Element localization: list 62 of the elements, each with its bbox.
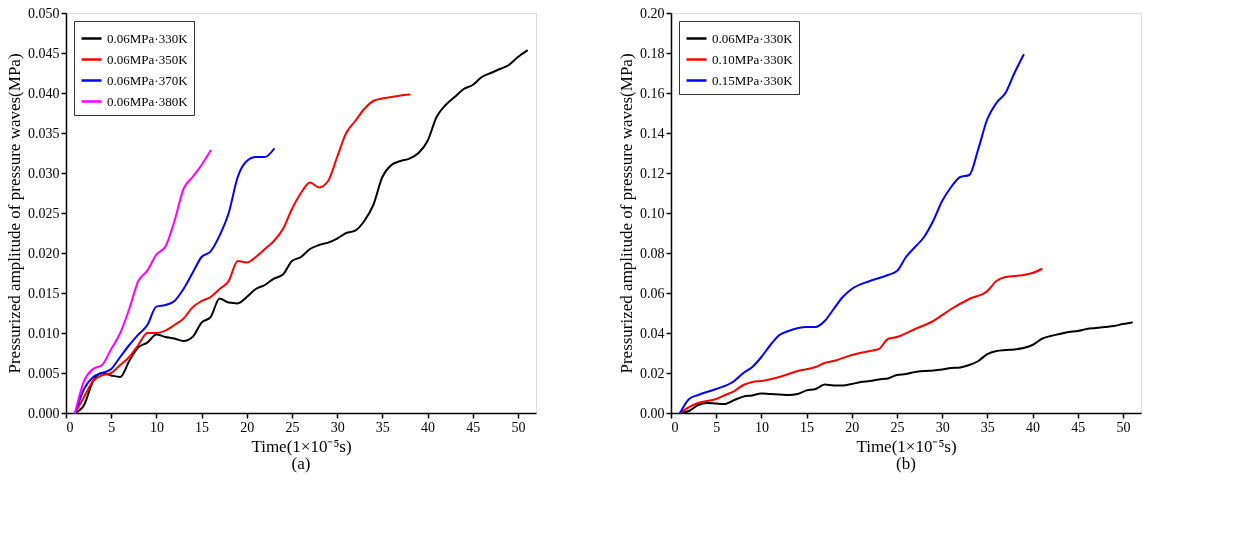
line-series [74, 93, 411, 414]
x-tick-label: 25 [285, 419, 300, 435]
legend-label: 0.10MPa·330K [712, 51, 794, 67]
x-tick-label: 10 [149, 419, 164, 435]
legend-label: 0.06MPa·330K [712, 30, 794, 46]
x-tick-label: 40 [421, 419, 436, 435]
y-tick-label: 0.035 [28, 125, 60, 141]
y-tick-label: 0.20 [640, 5, 665, 21]
legend-label: 0.06MPa·370K [107, 72, 189, 88]
x-tick-label: 20 [240, 419, 255, 435]
line-series [74, 148, 275, 414]
text: (b) [896, 454, 916, 473]
y-tick-label: 0.06 [640, 285, 665, 301]
y-tick-label: 0.005 [28, 365, 60, 381]
x-tick-label: 50 [1116, 419, 1131, 435]
x-axis-title: Time(1×10⁻⁵s) [856, 436, 957, 456]
x-tick-label: 50 [511, 419, 526, 435]
y-tick-label: 0.010 [28, 325, 60, 341]
x-tick-label: 5 [713, 419, 721, 435]
y-axis-title: Pressurized amplitude of pressure waves(MPa) [5, 53, 24, 374]
y-tick-label: 0.00 [640, 405, 665, 421]
y-tick-label: 0.040 [28, 85, 60, 101]
y-tick-label: 0.04 [640, 325, 665, 341]
x-tick-label: 20 [845, 419, 860, 435]
x-tick-label: 15 [800, 419, 815, 435]
x-tick-label: 30 [935, 419, 950, 435]
y-tick-label: 0.020 [28, 245, 60, 261]
x-tick-label: 5 [108, 419, 116, 435]
x-axis-title: Time(1×10⁻⁵s) [251, 436, 352, 456]
x-tick-label: 35 [980, 419, 995, 435]
x-tick-label: 45 [1071, 419, 1086, 435]
y-tick-label: 0.18 [640, 45, 665, 61]
legend-label: 0.06MPa·330K [107, 30, 189, 46]
y-tick-label: 0.000 [28, 405, 60, 421]
x-tick-label: 35 [375, 419, 390, 435]
legend-label: 0.15MPa·330K [712, 72, 794, 88]
x-tick-label: 15 [195, 419, 210, 435]
y-tick-label: 0.050 [28, 5, 60, 21]
line-series [74, 149, 212, 414]
x-tick-label: 0 [671, 419, 679, 435]
x-tick-label: 45 [466, 419, 481, 435]
y-tick-label: 0.08 [640, 245, 665, 261]
y-tick-label: 0.015 [28, 285, 60, 301]
y-tick-label: 0.045 [28, 45, 60, 61]
y-tick-label: 0.025 [28, 205, 60, 221]
x-tick-label: 40 [1026, 419, 1041, 435]
text: (a) [291, 454, 311, 473]
x-tick-label: 25 [890, 419, 905, 435]
y-axis-title: Pressurized amplitude of pressure waves(MPa) [617, 53, 636, 374]
y-tick-label: 0.12 [640, 165, 665, 181]
x-tick-label: 10 [754, 419, 769, 435]
legend-label: 0.06MPa·350K [107, 51, 189, 67]
y-tick-label: 0.02 [640, 365, 665, 381]
x-tick-label: 0 [66, 419, 74, 435]
y-tick-label: 0.16 [640, 85, 665, 101]
y-tick-label: 0.14 [640, 125, 665, 141]
line-series [679, 54, 1025, 414]
legend-label: 0.06MPa·380K [107, 93, 189, 109]
y-tick-label: 0.030 [28, 165, 60, 181]
y-tick-label: 0.10 [640, 205, 665, 221]
line-series [679, 268, 1043, 414]
x-tick-label: 30 [330, 419, 345, 435]
